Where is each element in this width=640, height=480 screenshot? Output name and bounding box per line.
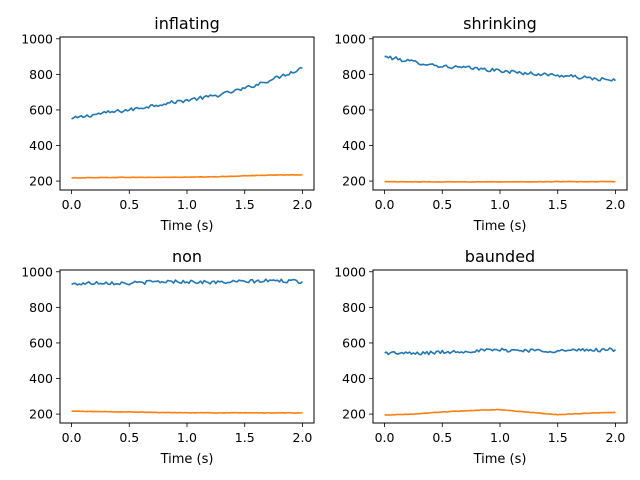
series-line-0 — [71, 278, 303, 286]
x-tick-label: 0.5 — [432, 197, 452, 212]
x-tick-label: 0.0 — [62, 197, 82, 212]
x-tick-label: 2.0 — [293, 430, 313, 445]
x-tick-label: 2.0 — [293, 197, 313, 212]
series-line-1 — [384, 180, 616, 183]
panel-shrinking: 0.0 0.5 1.0 1.5 2.0 200 400 600 800 1000 Time (s) s… — [334, 14, 628, 234]
x-tick-label: 0.5 — [119, 197, 139, 212]
x-axis-label: Time (s) — [160, 219, 214, 234]
x-tick-label: 1.5 — [235, 197, 255, 212]
x-tick-label: 1.5 — [548, 430, 568, 445]
x-tick-label: 1.0 — [490, 430, 510, 445]
x-tick-label: 1.5 — [548, 197, 568, 212]
x-tick-label: 2.0 — [606, 430, 626, 445]
panel-title: inflating — [154, 14, 219, 33]
y-tick-label: 1000 — [334, 31, 366, 46]
x-tick-label: 2.0 — [606, 197, 626, 212]
series-line-1 — [384, 408, 616, 416]
panel-title: non — [172, 247, 202, 266]
y-tick-label: 400 — [29, 371, 53, 386]
series-line-0 — [71, 66, 303, 120]
y-tick-label: 200 — [342, 407, 366, 422]
x-tick-label: 0.0 — [375, 430, 395, 445]
series-line-1 — [71, 173, 303, 179]
x-tick-label: 1.0 — [490, 197, 510, 212]
y-tick-label: 200 — [29, 174, 53, 189]
y-tick-label: 400 — [342, 371, 366, 386]
y-tick-label: 1000 — [21, 264, 53, 279]
y-tick-label: 800 — [342, 67, 366, 82]
x-axis-label: Time (s) — [473, 219, 527, 234]
series-line-0 — [384, 347, 616, 356]
x-tick-label: 1.5 — [235, 430, 255, 445]
y-tick-label: 400 — [342, 138, 366, 153]
y-tick-label: 800 — [342, 300, 366, 315]
y-tick-label: 600 — [29, 335, 53, 350]
y-tick-label: 1000 — [21, 31, 53, 46]
x-axis-label: Time (s) — [473, 452, 527, 467]
y-tick-label: 800 — [29, 67, 53, 82]
y-tick-label: 600 — [29, 102, 53, 117]
x-tick-label: 0.5 — [119, 430, 139, 445]
panel-baunded: 0.0 0.5 1.0 1.5 2.0 200 400 600 800 1000 Time (s) b… — [334, 247, 628, 467]
y-tick-label: 400 — [29, 138, 53, 153]
panel-non: 0.0 0.5 1.0 1.5 2.0 200 400 600 800 1000 Time (s) n… — [21, 247, 315, 467]
x-tick-label: 1.0 — [177, 430, 197, 445]
x-tick-label: 1.0 — [177, 197, 197, 212]
series-line-1 — [71, 410, 303, 414]
panel-title: baunded — [465, 247, 535, 266]
y-tick-label: 800 — [29, 300, 53, 315]
x-tick-label: 0.0 — [62, 430, 82, 445]
y-tick-label: 200 — [342, 174, 366, 189]
panel-inflating: 0.0 0.5 1.0 1.5 2.0 200 400 600 800 1000 Time (s) i… — [21, 14, 315, 234]
y-tick-label: 1000 — [334, 264, 366, 279]
x-tick-label: 0.0 — [375, 197, 395, 212]
series-line-0 — [384, 55, 616, 82]
y-tick-label: 600 — [342, 335, 366, 350]
panel-title: shrinking — [463, 14, 537, 33]
x-tick-label: 0.5 — [432, 430, 452, 445]
x-axis-label: Time (s) — [160, 452, 214, 467]
y-tick-label: 600 — [342, 102, 366, 117]
y-tick-label: 200 — [29, 407, 53, 422]
